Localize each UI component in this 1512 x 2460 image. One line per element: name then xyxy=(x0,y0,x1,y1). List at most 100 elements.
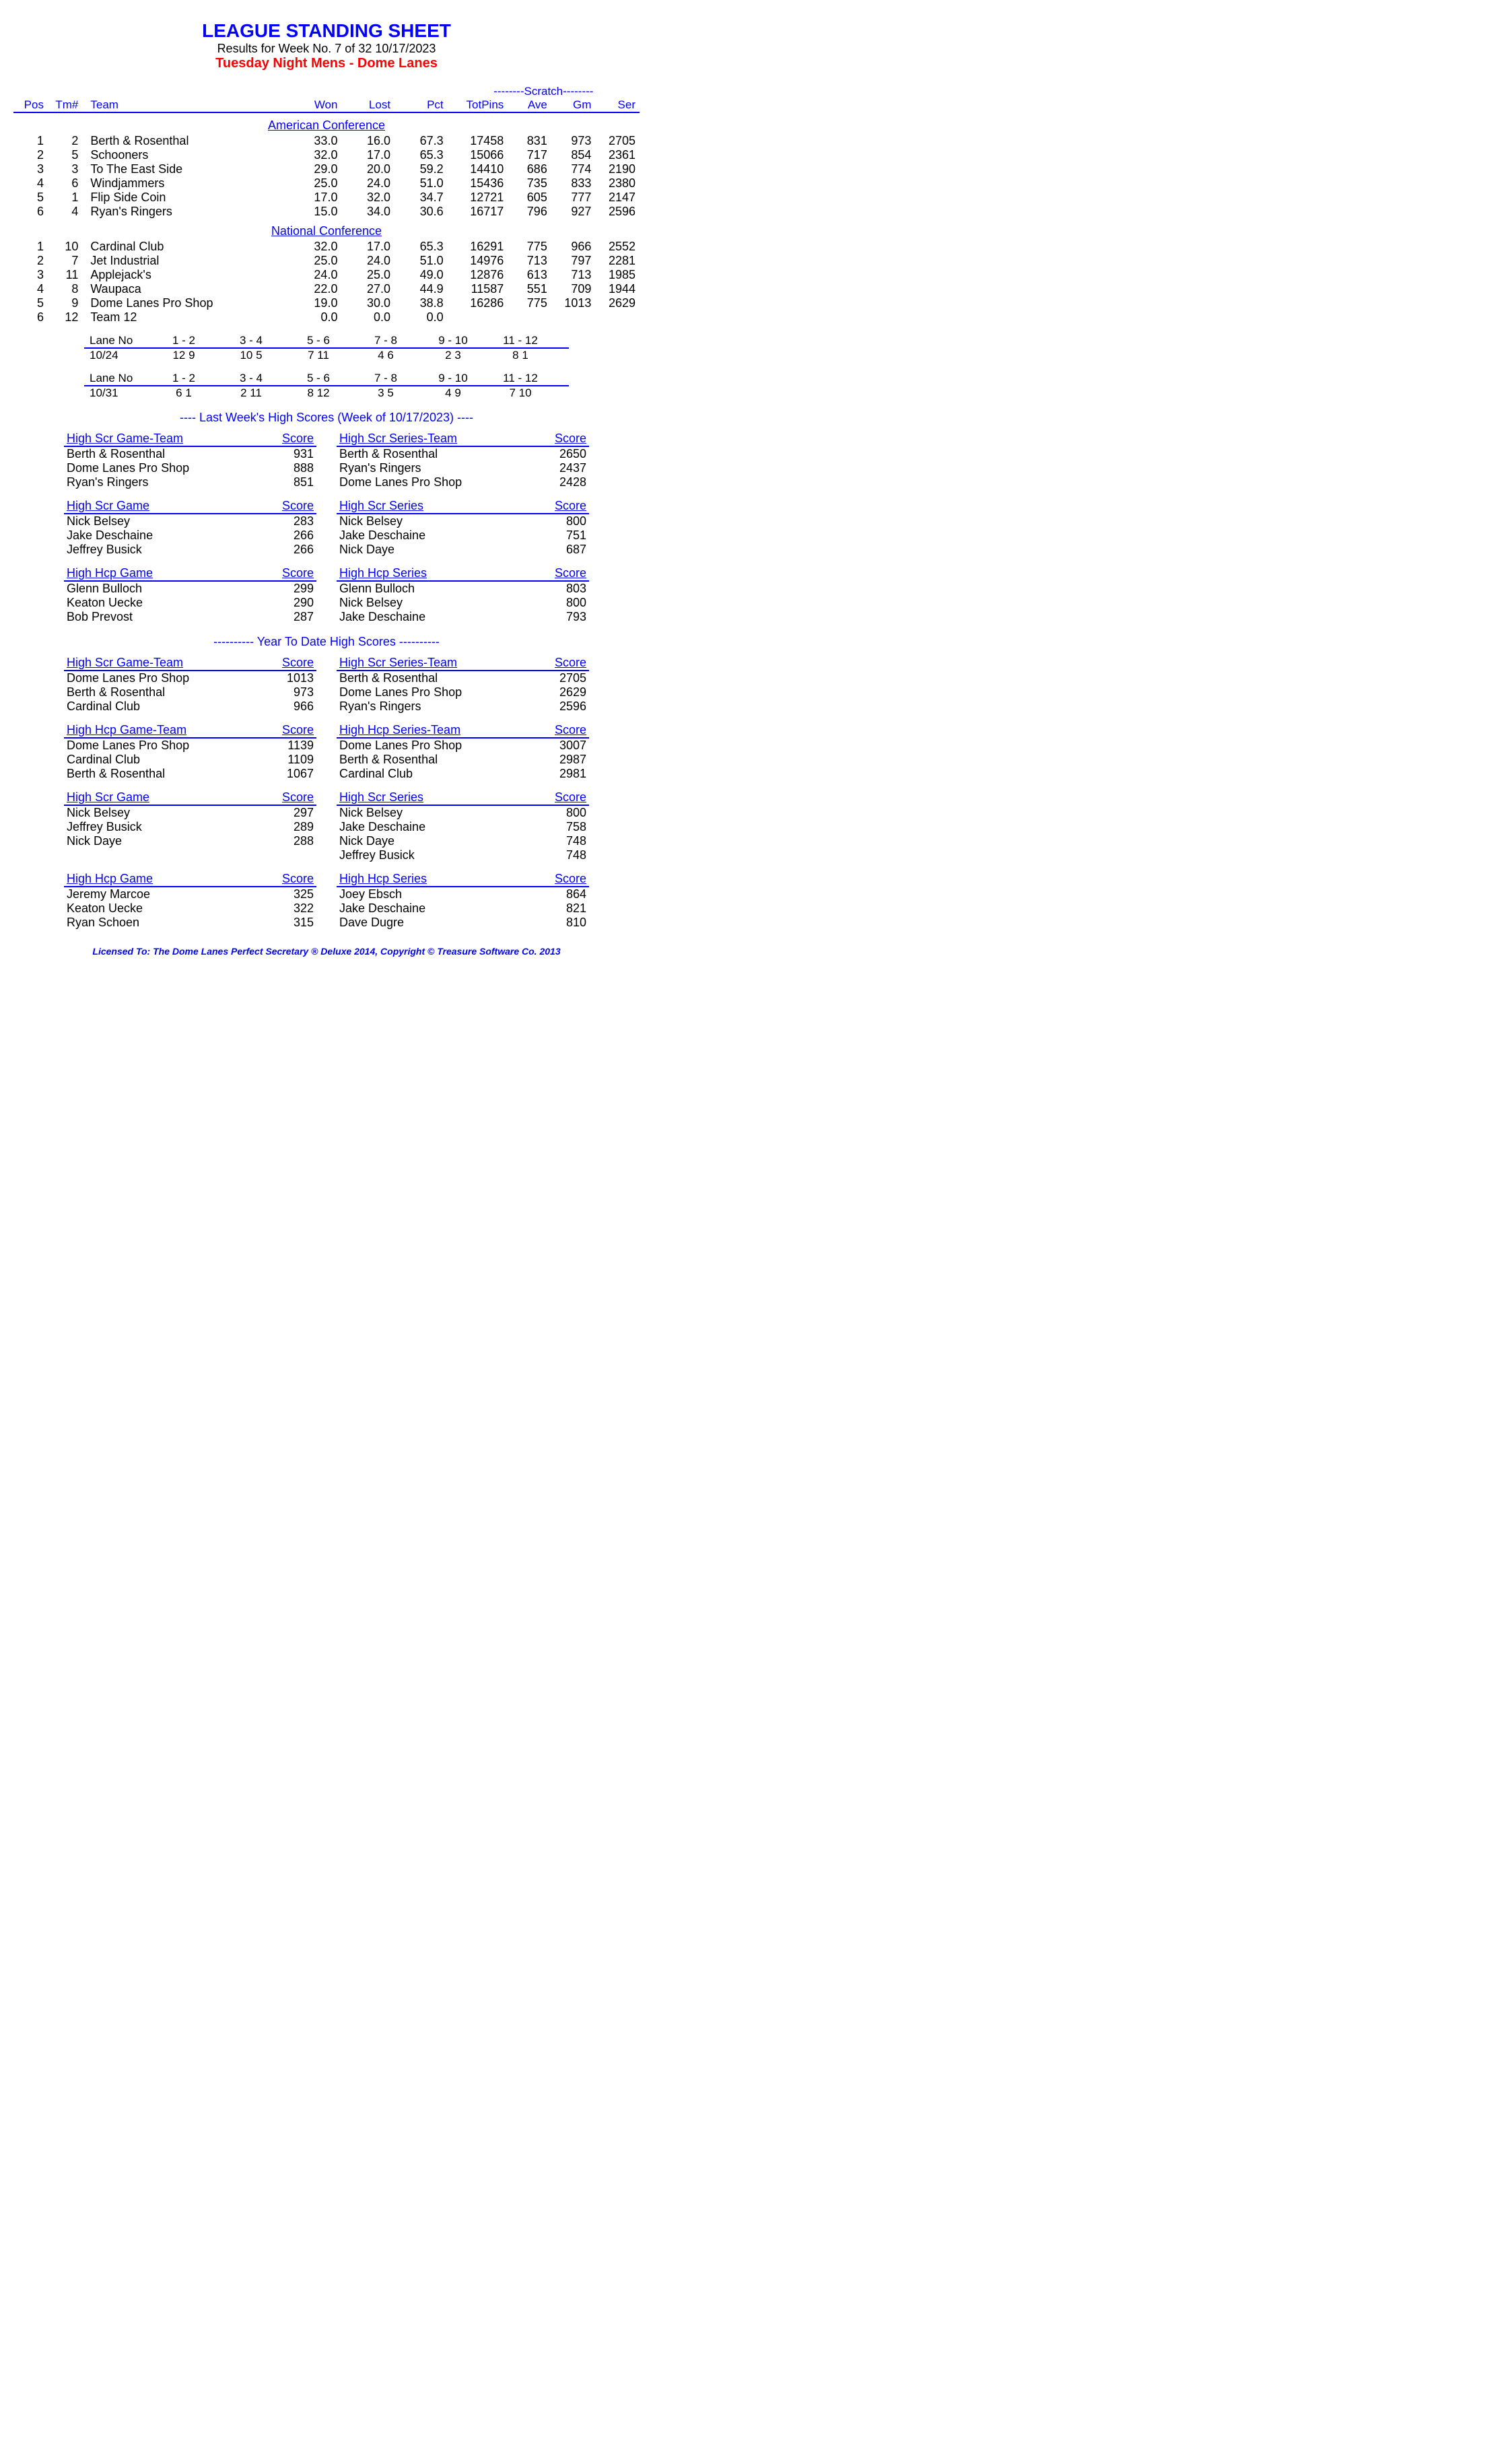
score-row: Jake Deschaine758 xyxy=(337,820,589,834)
score-header: Score xyxy=(516,790,589,805)
score-title: High Hcp Series-Team xyxy=(337,723,532,738)
score-table: High Scr Series-TeamScoreBerth & Rosenth… xyxy=(337,432,589,489)
score-table: High Scr GameScoreNick Belsey283Jake Des… xyxy=(64,499,316,557)
team-row: 46Windjammers25.024.051.0154367358332380 xyxy=(13,176,640,191)
score-row: Berth & Rosenthal2987 xyxy=(337,753,589,767)
subtitle: Results for Week No. 7 of 32 10/17/2023 xyxy=(13,42,640,56)
last-week-scores: High Scr Game-TeamScoreBerth & Rosenthal… xyxy=(13,432,640,624)
score-table: High Hcp GameScoreJeremy Marcoe325Keaton… xyxy=(64,872,316,930)
score-block: High Hcp Game-TeamScoreDome Lanes Pro Sh… xyxy=(64,723,589,781)
col-tm: Tm# xyxy=(48,98,82,112)
lane-schedules: Lane No1 - 23 - 45 - 67 - 89 - 1011 - 12… xyxy=(13,334,640,400)
league-name: Tuesday Night Mens - Dome Lanes xyxy=(13,56,640,71)
score-row: Bob Prevost287 xyxy=(64,610,316,624)
score-row: Keaton Uecke322 xyxy=(64,901,316,916)
col-team: Team xyxy=(82,98,289,112)
team-row: 12Berth & Rosenthal33.016.067.3174588319… xyxy=(13,134,640,148)
team-row: 59Dome Lanes Pro Shop19.030.038.81628677… xyxy=(13,296,640,310)
score-block: High Scr Game-TeamScoreBerth & Rosenthal… xyxy=(64,432,589,489)
score-row: Dome Lanes Pro Shop1013 xyxy=(64,671,316,685)
score-table: High Hcp SeriesScoreGlenn Bulloch803Nick… xyxy=(337,566,589,624)
team-row: 33To The East Side29.020.059.21441068677… xyxy=(13,162,640,176)
score-table: High Hcp Game-TeamScoreDome Lanes Pro Sh… xyxy=(64,723,316,781)
score-row: Berth & Rosenthal973 xyxy=(64,685,316,699)
score-header: Score xyxy=(517,566,589,581)
score-row: Cardinal Club1109 xyxy=(64,753,316,767)
score-row: Jake Deschaine751 xyxy=(337,528,589,543)
scratch-row: --------Scratch-------- xyxy=(13,85,640,98)
score-header: Score xyxy=(532,432,589,446)
score-title: High Hcp Series xyxy=(337,566,517,581)
score-block: High Hcp Game Score Jeremy Marcoe325Keaton… xyxy=(64,872,589,930)
ytd-title: ---------- Year To Date High Scores ----… xyxy=(13,635,640,649)
column-headers: Pos Tm# Team Won Lost Pct TotPins Ave Gm… xyxy=(13,98,640,112)
col-lost: Lost xyxy=(341,98,394,112)
score-row: Glenn Bulloch299 xyxy=(64,581,316,596)
score-row: Cardinal Club2981 xyxy=(337,767,589,781)
score-row: Nick Daye288 xyxy=(64,834,316,848)
col-pct: Pct xyxy=(394,98,448,112)
score-header: Score xyxy=(516,499,589,514)
col-ave: Ave xyxy=(508,98,551,112)
score-row: Dome Lanes Pro Shop1139 xyxy=(64,738,316,753)
score-title: High Hcp Game-Team xyxy=(64,723,260,738)
score-header: Score xyxy=(517,872,589,887)
ytd-scores: High Scr Game-TeamScoreDome Lanes Pro Sh… xyxy=(13,656,640,930)
score-table: High Hcp GameScoreGlenn Bulloch299Keaton… xyxy=(64,566,316,624)
score-row: Jeffrey Busick748 xyxy=(337,848,589,862)
score-row: Jake Deschaine793 xyxy=(337,610,589,624)
col-won: Won xyxy=(289,98,342,112)
score-row: Nick Daye687 xyxy=(337,543,589,557)
score-row: Jeremy Marcoe325 xyxy=(64,887,316,901)
conference-header: American Conference xyxy=(18,118,635,133)
score-row: Berth & Rosenthal2650 xyxy=(337,446,589,461)
scratch-label: --------Scratch-------- xyxy=(448,85,640,98)
score-header: Score xyxy=(244,499,316,514)
team-row: 51Flip Side Coin17.032.034.7127216057772… xyxy=(13,191,640,205)
team-row: 110Cardinal Club32.017.065.3162917759662… xyxy=(13,240,640,254)
score-table: High Scr Series-TeamScoreBerth & Rosenth… xyxy=(337,656,589,714)
score-row: Dave Dugre810 xyxy=(337,916,589,930)
score-row: Nick Belsey297 xyxy=(64,805,316,820)
score-row: Nick Belsey800 xyxy=(337,596,589,610)
score-row: Joey Ebsch864 xyxy=(337,887,589,901)
score-title: High Hcp Game xyxy=(64,872,244,887)
col-ser: Ser xyxy=(595,98,640,112)
score-table: High Hcp SeriesScoreJoey Ebsch864Jake De… xyxy=(337,872,589,930)
score-row: Glenn Bulloch803 xyxy=(337,581,589,596)
team-row: 612Team 120.00.00.0 xyxy=(13,310,640,324)
score-title: High Scr Game xyxy=(64,790,242,805)
score-row: Berth & Rosenthal931 xyxy=(64,446,316,461)
score-row: Jeffrey Busick289 xyxy=(64,820,316,834)
col-pos: Pos xyxy=(13,98,48,112)
score-table: High Scr GameScoreNick Belsey297Jeffrey … xyxy=(64,790,316,848)
score-row: Jake Deschaine821 xyxy=(337,901,589,916)
score-block: High Scr GameScoreNick Belsey297Jeffrey … xyxy=(64,790,589,862)
score-title: High Scr Game-Team xyxy=(64,656,260,671)
score-row: Keaton Uecke290 xyxy=(64,596,316,610)
score-header: Score xyxy=(532,656,589,671)
score-row: Ryan's Ringers2596 xyxy=(337,699,589,714)
last-week-title: ---- Last Week's High Scores (Week of 10… xyxy=(13,411,640,425)
title-block: LEAGUE STANDING SHEET Results for Week N… xyxy=(13,20,640,71)
score-row: Nick Belsey800 xyxy=(337,805,589,820)
score-row: Dome Lanes Pro Shop2428 xyxy=(337,475,589,489)
score-table: High Scr SeriesScoreNick Belsey800Jake D… xyxy=(337,499,589,557)
score-row: Berth & Rosenthal1067 xyxy=(64,767,316,781)
score-header: Score xyxy=(260,432,316,446)
score-row: Ryan's Ringers851 xyxy=(64,475,316,489)
score-header: Score xyxy=(260,723,316,738)
score-title: High Scr Game-Team xyxy=(64,432,260,446)
footer: Licensed To: The Dome Lanes Perfect Secr… xyxy=(13,946,640,957)
score-table: High Scr Game-TeamScoreDome Lanes Pro Sh… xyxy=(64,656,316,714)
score-title: High Scr Series-Team xyxy=(337,432,532,446)
score-row: Nick Daye748 xyxy=(337,834,589,848)
score-block: High Scr GameScoreNick Belsey283Jake Des… xyxy=(64,499,589,557)
score-table: High Scr Game-TeamScoreBerth & Rosenthal… xyxy=(64,432,316,489)
score-block: High Scr Game-Team Score Dome Lanes Pro Sh… xyxy=(64,656,589,714)
score-row: Nick Belsey800 xyxy=(337,514,589,528)
col-gm: Gm xyxy=(551,98,596,112)
score-row: Ryan Schoen315 xyxy=(64,916,316,930)
col-pins: TotPins xyxy=(448,98,508,112)
score-title: High Scr Series xyxy=(337,499,516,514)
